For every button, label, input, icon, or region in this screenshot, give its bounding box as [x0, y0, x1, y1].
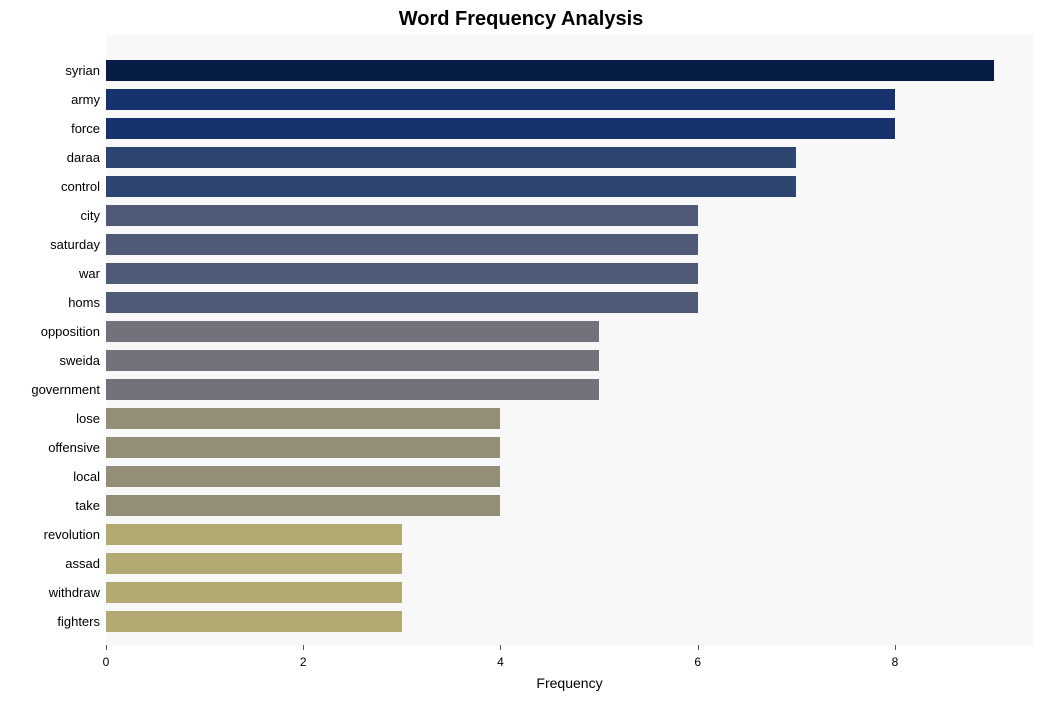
bar-label: control: [61, 179, 100, 194]
chart-container: Word Frequency Analysis Frequency syrian…: [0, 0, 1042, 701]
bar-rect: [106, 408, 500, 429]
bar-rect: [106, 292, 698, 313]
bar-rect: [106, 176, 796, 197]
bar-rect: [106, 524, 402, 545]
x-tick-mark: [698, 645, 699, 650]
bar-rect: [106, 89, 895, 110]
bar-rect: [106, 379, 599, 400]
bar-label: syrian: [65, 63, 100, 78]
bar-label: army: [71, 92, 100, 107]
x-tick-mark: [895, 645, 896, 650]
x-tick-mark: [500, 645, 501, 650]
bar-label: daraa: [67, 150, 100, 165]
bar-label: force: [71, 121, 100, 136]
bar-rect: [106, 205, 698, 226]
x-tick-label: 2: [283, 655, 323, 669]
bar-rect: [106, 437, 500, 458]
bar-rect: [106, 495, 500, 516]
x-tick-mark: [303, 645, 304, 650]
x-tick-label: 8: [875, 655, 915, 669]
x-tick-mark: [106, 645, 107, 650]
bar-label: fighters: [57, 614, 100, 629]
bar-label: revolution: [44, 527, 100, 542]
bar-label: offensive: [48, 440, 100, 455]
x-tick-label: 6: [678, 655, 718, 669]
bar-rect: [106, 611, 402, 632]
bar-label: take: [75, 498, 100, 513]
bar-rect: [106, 553, 402, 574]
bar-rect: [106, 582, 402, 603]
bar-rect: [106, 234, 698, 255]
bar-label: assad: [65, 556, 100, 571]
bar-label: war: [79, 266, 100, 281]
bar-label: sweida: [60, 353, 100, 368]
x-tick-label: 0: [86, 655, 126, 669]
bar-rect: [106, 263, 698, 284]
bar-rect: [106, 118, 895, 139]
bar-label: lose: [76, 411, 100, 426]
bar-label: government: [31, 382, 100, 397]
bar-label: saturday: [50, 237, 100, 252]
bar-rect: [106, 60, 994, 81]
bar-label: opposition: [41, 324, 100, 339]
bar-label: local: [73, 469, 100, 484]
bar-rect: [106, 147, 796, 168]
bar-label: withdraw: [49, 585, 100, 600]
x-tick-label: 4: [480, 655, 520, 669]
x-axis-label: Frequency: [106, 675, 1033, 691]
bar-rect: [106, 350, 599, 371]
chart-title: Word Frequency Analysis: [0, 8, 1042, 31]
bar-rect: [106, 321, 599, 342]
bar-label: city: [81, 208, 101, 223]
bar-label: homs: [68, 295, 100, 310]
bar-rect: [106, 466, 500, 487]
